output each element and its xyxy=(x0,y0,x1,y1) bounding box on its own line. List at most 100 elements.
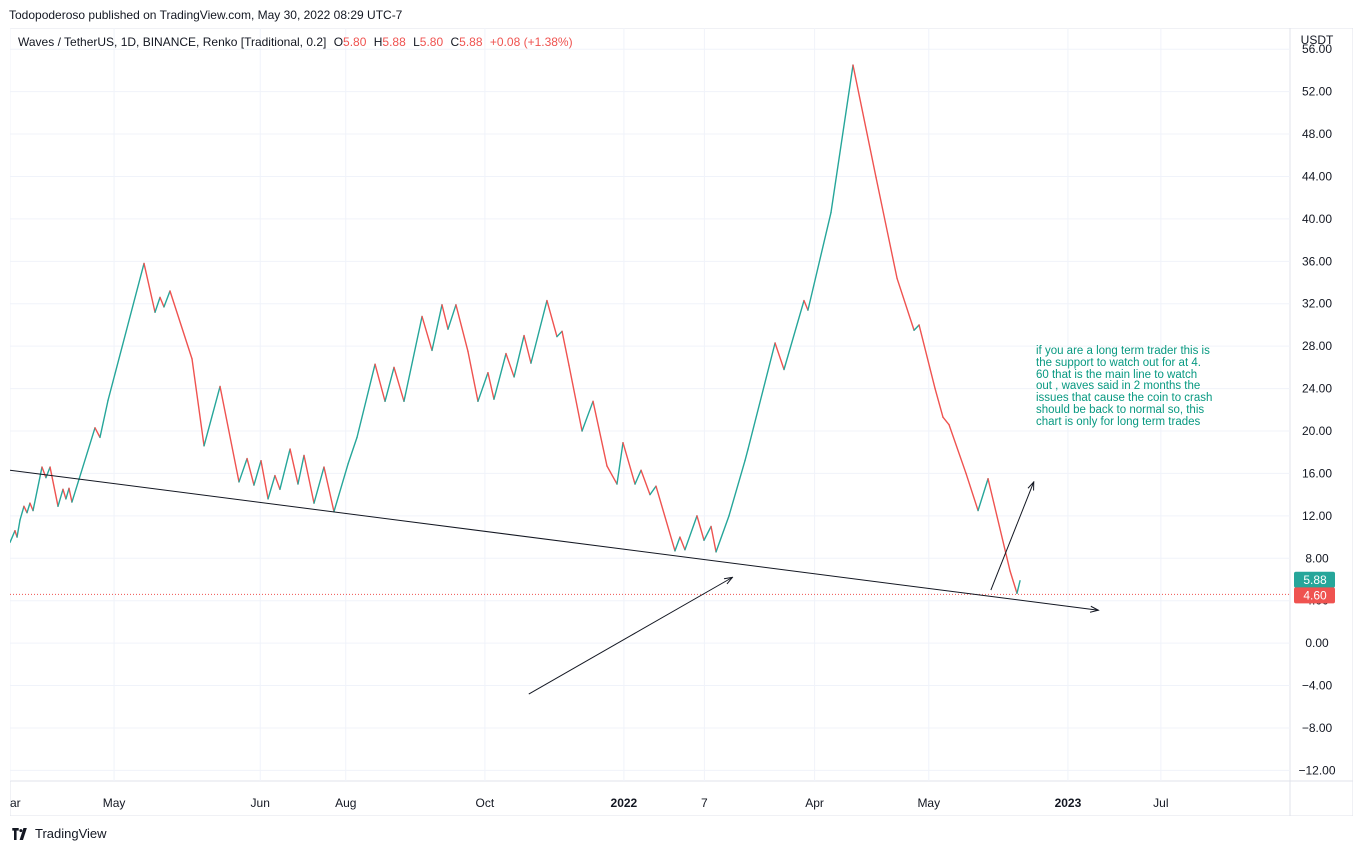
renko-segment xyxy=(267,474,276,500)
renko-segment xyxy=(487,371,495,400)
close-label: C xyxy=(450,35,460,49)
y-tick-label: 20.00 xyxy=(1302,424,1332,438)
support-price-badge-text: 4.60 xyxy=(1303,588,1327,602)
x-tick-label: 7 xyxy=(701,796,708,810)
close-value: 5.88 xyxy=(459,35,483,49)
renko-segment xyxy=(977,478,989,512)
y-tick-label: −12.00 xyxy=(1298,763,1335,777)
renko-segment xyxy=(556,330,563,338)
high-label: H xyxy=(373,35,383,49)
annotation-arrow xyxy=(528,577,733,695)
renko-segment xyxy=(715,515,730,553)
renko-segment xyxy=(774,342,785,371)
renko-segment xyxy=(94,427,101,439)
renko-segment xyxy=(303,454,315,504)
last-price-badge: 5.88 xyxy=(1294,571,1335,588)
renko-segment xyxy=(581,400,594,432)
y-tick-label: 52.00 xyxy=(1302,85,1332,99)
y-tick-label: 0.00 xyxy=(1305,636,1329,650)
renko-segment xyxy=(41,466,47,479)
renko-segment xyxy=(896,277,915,331)
renko-segment xyxy=(728,460,746,517)
support-trendline xyxy=(9,469,1098,610)
renko-segment xyxy=(447,304,457,330)
renko-segment xyxy=(455,304,469,353)
x-axis[interactable]: ar May Jun Aug Oct 2022 7 Apr May 2023 Jul xyxy=(10,796,1169,810)
renko-segment xyxy=(948,423,967,475)
tradingview-logo-icon xyxy=(12,827,27,840)
x-tick-label: May xyxy=(917,796,940,810)
renko-segment xyxy=(747,342,776,450)
renko-segment xyxy=(640,469,651,496)
renko-segment xyxy=(26,502,31,514)
renko-segment xyxy=(830,64,854,214)
renko-segment xyxy=(679,536,686,551)
renko-segment xyxy=(384,366,395,403)
renko-segment xyxy=(274,474,281,491)
renko-segment xyxy=(655,485,676,552)
y-tick-label: 56.00 xyxy=(1302,42,1332,56)
renko-segment xyxy=(347,436,358,465)
renko-segment xyxy=(49,466,59,508)
y-tick-label: 12.00 xyxy=(1302,509,1332,523)
y-tick-label: −4.00 xyxy=(1302,679,1333,693)
renko-segment xyxy=(68,487,73,503)
renko-segment xyxy=(297,454,305,485)
renko-segment xyxy=(934,387,944,418)
price-chart[interactable]: 56.00 52.00 48.00 44.00 40.00 36.00 32.00 28.00… xyxy=(9,27,1354,817)
symbol-description[interactable]: Waves / TetherUS, 1D, BINANCE, Renko [Tr… xyxy=(18,35,327,49)
y-tick-label: 48.00 xyxy=(1302,127,1332,141)
chart-frame[interactable]: 56.00 52.00 48.00 44.00 40.00 36.00 32.00 28.00… xyxy=(9,27,1354,817)
note-line: if you are a long term trader this is xyxy=(1036,345,1210,357)
renko-segment xyxy=(674,536,681,552)
renko-segment xyxy=(23,505,28,514)
renko-segment xyxy=(159,296,165,308)
text-annotation[interactable]: if you are a long term trader this is th… xyxy=(1036,345,1236,429)
renko-segment xyxy=(523,334,532,364)
renko-segment xyxy=(622,441,636,485)
renko-segment xyxy=(374,363,386,403)
symbol-legend: Waves / TetherUS, 1D, BINANCE, Renko [Tr… xyxy=(18,35,573,49)
x-tick-label: 2023 xyxy=(1055,796,1082,810)
renko-segment xyxy=(45,466,51,479)
y-tick-label: 40.00 xyxy=(1302,212,1332,226)
renko-segment xyxy=(1009,570,1018,594)
renko-segment xyxy=(803,299,809,311)
support-price-badge: 4.60 xyxy=(1294,587,1335,604)
note-line: out , waves said in 2 months the xyxy=(1036,380,1201,393)
renko-segment xyxy=(710,525,717,553)
renko-segment xyxy=(852,64,877,179)
note-line: issues that cause the coin to crash xyxy=(1036,392,1213,405)
renko-segment xyxy=(493,352,507,400)
renko-segment xyxy=(203,385,221,447)
renko-segment xyxy=(29,502,34,512)
renko-segment xyxy=(393,366,405,403)
renko-segment xyxy=(592,400,608,467)
renko-segment xyxy=(467,350,479,403)
y-tick-label: 36.00 xyxy=(1302,254,1332,268)
y-tick-label: 24.00 xyxy=(1302,382,1332,396)
renko-segment xyxy=(16,519,21,538)
renko-segment xyxy=(606,465,618,485)
renko-segment xyxy=(441,304,449,330)
renko-segment xyxy=(807,211,832,311)
y-tick-label: 44.00 xyxy=(1302,169,1332,183)
renko-segment xyxy=(1016,580,1021,594)
renko-segment xyxy=(616,441,624,485)
x-tick-label: 2022 xyxy=(611,796,638,810)
renko-segment xyxy=(703,525,712,541)
x-tick-label: Jun xyxy=(251,796,270,810)
renko-segment xyxy=(431,304,443,352)
renko-segment xyxy=(568,364,583,432)
footer-branding[interactable]: TradingView xyxy=(10,826,107,841)
renko-segment xyxy=(987,478,1011,572)
renko-segment xyxy=(649,485,657,496)
support-price-badge-bg xyxy=(1294,587,1335,604)
low-label: L xyxy=(413,35,420,49)
renko-segment xyxy=(875,176,898,279)
note-line: 60 that is the main line to watch xyxy=(1036,368,1198,381)
renko-segment xyxy=(9,530,16,544)
renko-segment xyxy=(530,299,548,364)
renko-segment xyxy=(634,469,642,485)
y-axis[interactable]: 56.00 52.00 48.00 44.00 40.00 36.00 32.00 28.00… xyxy=(1294,42,1336,777)
